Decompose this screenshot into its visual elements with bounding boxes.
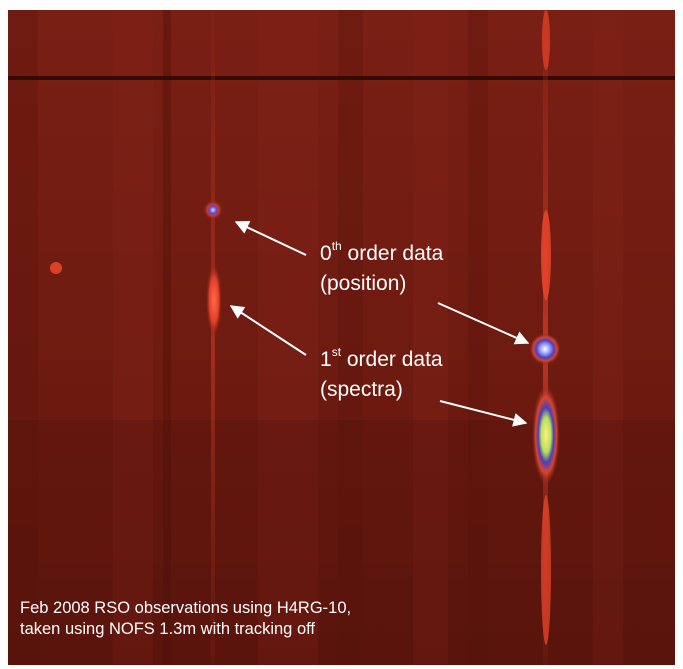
annotation-arrows [229, 221, 530, 427]
left-first-order-spectrum [206, 262, 222, 338]
label-first-order-text: order data [341, 348, 443, 371]
right-zeroth-order-source [529, 333, 561, 365]
label-zeroth-order-superscript: th [331, 239, 342, 253]
caption-line-1: Feb 2008 RSO observations using H4RG-10, [20, 599, 352, 617]
right-top-streak [542, 10, 550, 70]
lower-shade [8, 420, 675, 665]
arrow-zeroth-right [437, 302, 530, 345]
label-zeroth-order-text: order data [341, 242, 444, 265]
detector-image: 0th order data (position) 1st order data… [8, 10, 675, 665]
right-first-order-spectrum [532, 385, 560, 485]
label-zeroth-order: 0th order data [320, 239, 444, 266]
label-first-order-detail: (spectra) [320, 378, 403, 401]
left-zeroth-order-source [203, 200, 223, 220]
caption-line-2: taken using NOFS 1.3m with tracking off [20, 620, 315, 638]
horizontal-artifact-line [8, 76, 675, 80]
background [8, 10, 675, 665]
label-first-order: 1st order data [320, 345, 443, 372]
right-lower-streak [541, 495, 551, 645]
arrow-zeroth-left [234, 221, 307, 256]
column-bands [8, 10, 623, 665]
arrow-first-left [229, 305, 307, 356]
right-upper-streak [541, 210, 551, 300]
label-first-order-superscript: st [331, 345, 342, 359]
faint-source-dot [50, 262, 62, 274]
label-first-order-number: 1 [320, 348, 332, 371]
label-zeroth-order-number: 0 [320, 242, 332, 265]
label-zeroth-order-detail: (position) [320, 272, 407, 295]
detector-image-graphic [8, 10, 675, 665]
arrow-first-right [439, 400, 528, 427]
